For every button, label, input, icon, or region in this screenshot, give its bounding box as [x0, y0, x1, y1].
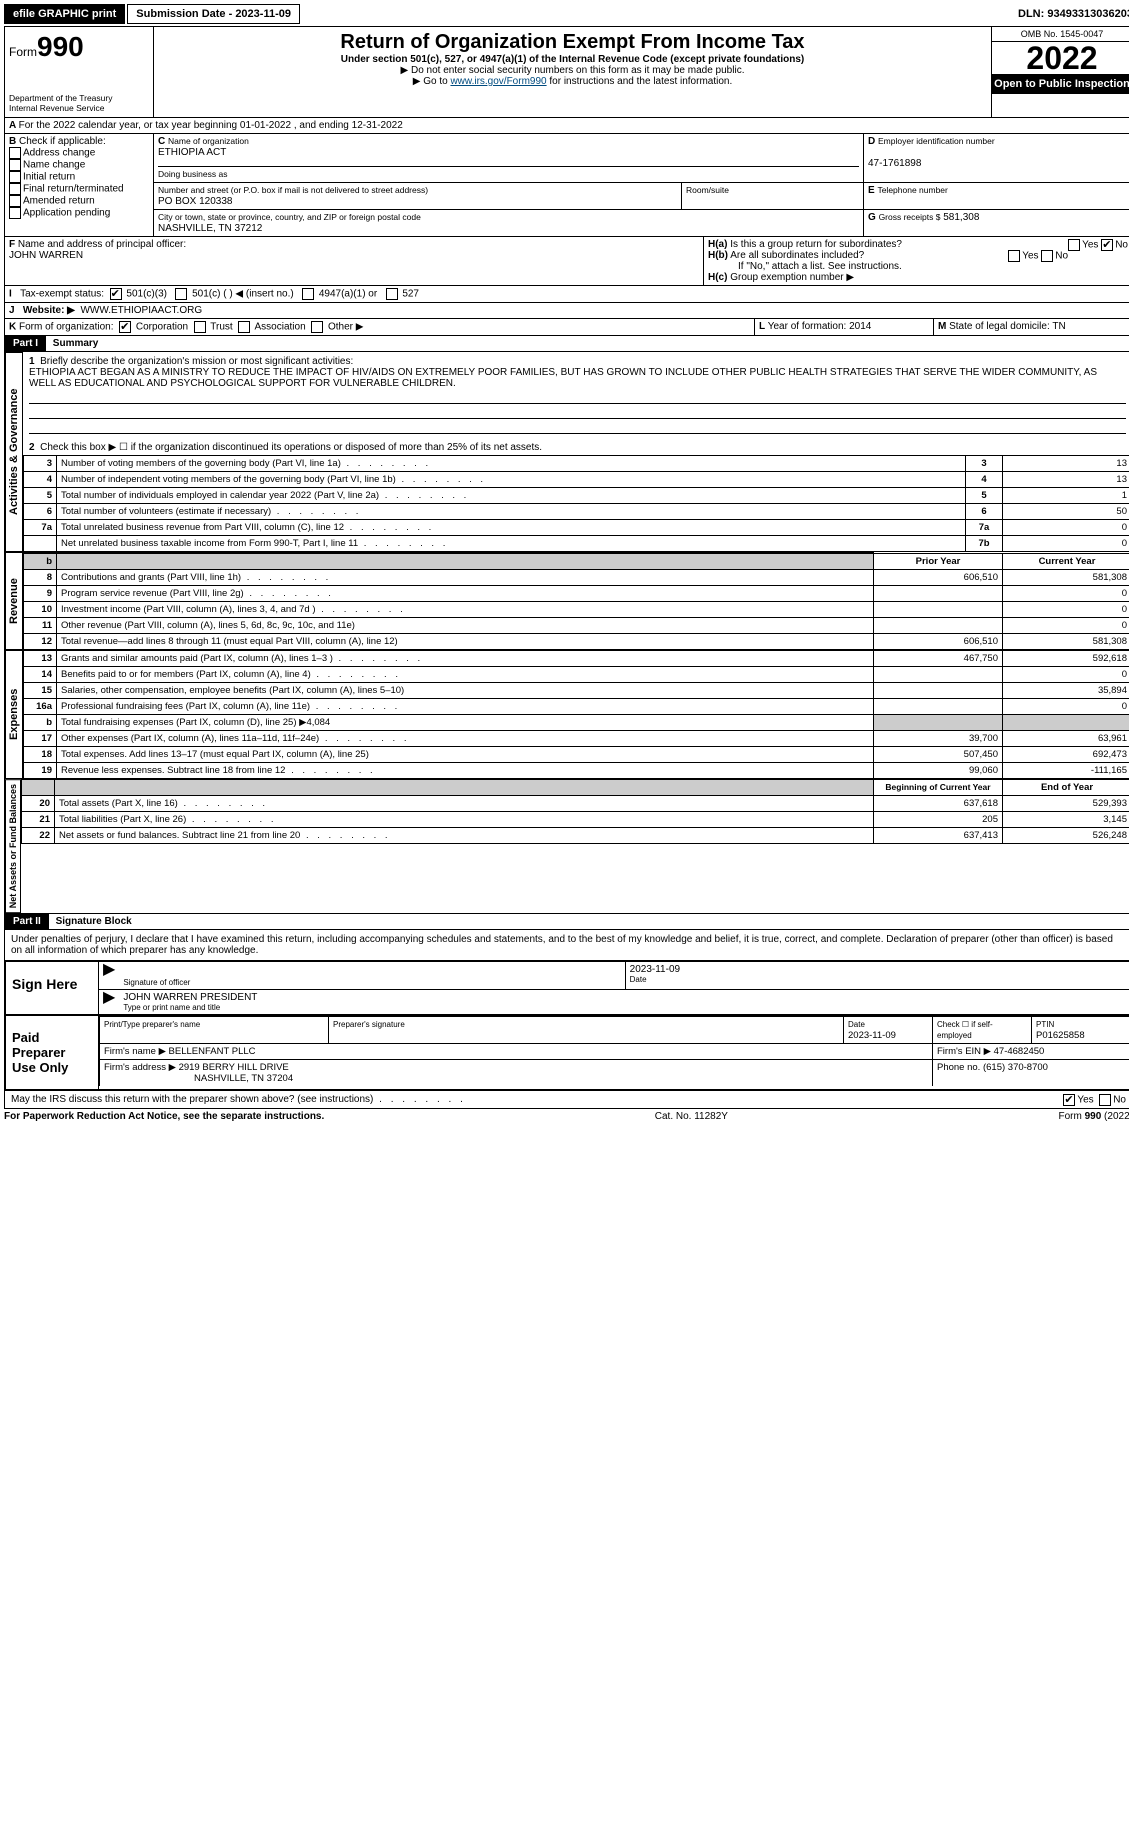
- state-domicile: TN: [1052, 321, 1065, 332]
- part-1-header: Part I Summary: [5, 335, 1129, 352]
- form-header: Form990 Department of the Treasury Inter…: [5, 27, 1129, 118]
- page-footer: For Paperwork Reduction Act Notice, see …: [4, 1109, 1129, 1122]
- irs-label: Internal Revenue Service: [9, 103, 149, 113]
- street-address: PO BOX 120338: [158, 196, 233, 207]
- website: WWW.ETHIOPIAACT.ORG: [80, 305, 202, 316]
- ptin: P01625858: [1036, 1030, 1085, 1041]
- section-a: A For the 2022 calendar year, or tax yea…: [5, 118, 1129, 134]
- open-to-public: Open to Public Inspection: [992, 74, 1129, 94]
- section-b: B Check if applicable: Address change Na…: [5, 134, 154, 237]
- side-governance: Activities & Governance: [5, 352, 23, 552]
- section-f-h: F Name and address of principal officer:…: [5, 237, 1129, 286]
- section-k-l-m: K Form of organization: Corporation Trus…: [5, 319, 1129, 335]
- discuss-row: May the IRS discuss this return with the…: [5, 1090, 1129, 1108]
- firm-address-1: 2919 BERRY HILL DRIVE: [179, 1062, 289, 1073]
- sign-here-block: Sign Here ▶ Signature of officer 2023-11…: [5, 960, 1129, 1015]
- form-container: Form990 Department of the Treasury Inter…: [4, 26, 1129, 1109]
- netassets-table: Beginning of Current YearEnd of Year 20T…: [21, 779, 1129, 844]
- org-name: ETHIOPIA ACT: [158, 147, 226, 158]
- ein: 47-1761898: [868, 158, 921, 169]
- expenses-table: 13Grants and similar amounts paid (Part …: [23, 650, 1129, 779]
- tax-year: 2022: [992, 42, 1129, 74]
- section-j: J Website: ▶ WWW.ETHIOPIAACT.ORG: [5, 303, 1129, 319]
- sign-date: 2023-11-09: [630, 964, 1127, 975]
- firm-name: BELLENFANT PLLC: [169, 1046, 256, 1057]
- dln: DLN: 93493313036203: [1018, 8, 1129, 20]
- side-netassets: Net Assets or Fund Balances: [5, 779, 21, 913]
- part-2-header: Part II Signature Block: [5, 913, 1129, 930]
- principal-officer: JOHN WARREN: [9, 250, 83, 261]
- form-number: Form990: [9, 31, 149, 63]
- year-formation: 2014: [849, 321, 871, 332]
- mission-text: ETHIOPIA ACT BEGAN AS A MINISTRY TO REDU…: [29, 367, 1097, 389]
- form990-link[interactable]: www.irs.gov/Form990: [450, 76, 546, 87]
- entity-info: B Check if applicable: Address change Na…: [5, 134, 1129, 237]
- form-subtitle-2: ▶ Do not enter social security numbers o…: [158, 65, 987, 76]
- governance-table: 3Number of voting members of the governi…: [23, 455, 1129, 552]
- dept-treasury: Department of the Treasury: [9, 93, 149, 103]
- efile-topbar: efile GRAPHIC print Submission Date - 20…: [4, 4, 1129, 24]
- efile-tag: efile GRAPHIC print: [4, 4, 125, 24]
- submission-date: Submission Date - 2023-11-09: [127, 4, 300, 24]
- form-subtitle-1: Under section 501(c), 527, or 4947(a)(1)…: [158, 54, 987, 65]
- form-subtitle-3: ▶ Go to www.irs.gov/Form990 for instruct…: [158, 76, 987, 87]
- section-i: I Tax-exempt status: 501(c)(3) 501(c) ( …: [5, 286, 1129, 303]
- firm-phone: (615) 370-8700: [983, 1062, 1048, 1073]
- side-expenses: Expenses: [5, 650, 23, 779]
- officer-name: JOHN WARREN PRESIDENT: [123, 992, 1127, 1003]
- city-state-zip: NASHVILLE, TN 37212: [158, 223, 262, 234]
- form-title: Return of Organization Exempt From Incom…: [158, 31, 987, 54]
- perjury-statement: Under penalties of perjury, I declare th…: [5, 930, 1129, 960]
- firm-address-2: NASHVILLE, TN 37204: [104, 1073, 293, 1084]
- arrow-icon: ▶: [99, 962, 119, 989]
- paid-preparer-block: Paid Preparer Use Only Print/Type prepar…: [5, 1015, 1129, 1090]
- firm-ein: 47-4682450: [994, 1046, 1045, 1057]
- revenue-table: bPrior YearCurrent Year 8Contributions a…: [23, 552, 1129, 650]
- side-revenue: Revenue: [5, 552, 23, 650]
- gross-receipts: 581,308: [943, 212, 979, 223]
- arrow-icon: ▶: [99, 990, 119, 1014]
